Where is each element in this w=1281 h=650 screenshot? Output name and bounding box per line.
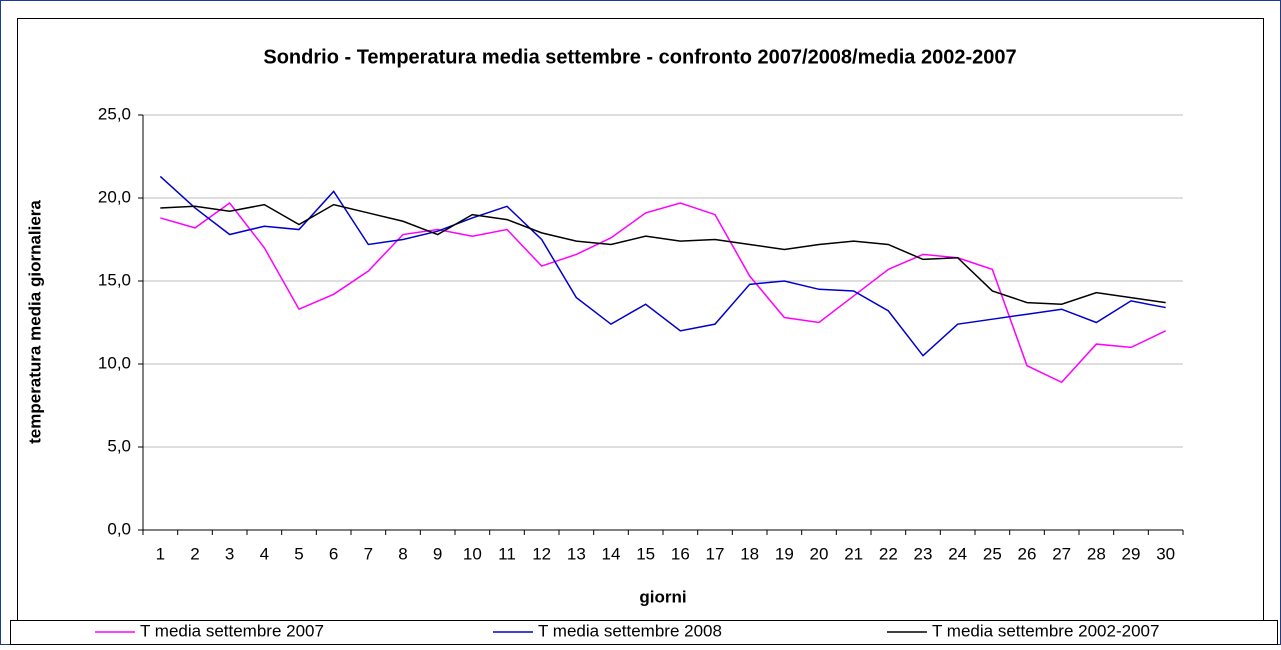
x-tick-label: 16 <box>671 544 690 563</box>
x-tick-label: 17 <box>706 544 725 563</box>
y-tick-label: 20,0 <box>98 187 131 206</box>
x-axis-label: giorni <box>639 587 686 606</box>
chart-area <box>17 18 1264 621</box>
x-tick-label: 18 <box>740 544 759 563</box>
legend-label: T media settembre 2002-2007 <box>932 621 1159 640</box>
x-tick-label: 5 <box>294 544 303 563</box>
x-tick-label: 4 <box>260 544 269 563</box>
x-tick-label: 25 <box>983 544 1002 563</box>
x-tick-label: 26 <box>1018 544 1037 563</box>
x-tick-label: 7 <box>364 544 373 563</box>
x-tick-label: 29 <box>1122 544 1141 563</box>
y-tick-label: 25,0 <box>98 104 131 123</box>
y-tick-label: 5,0 <box>107 436 131 455</box>
x-tick-label: 14 <box>602 544 621 563</box>
line <box>160 203 1166 305</box>
y-axis-label: temperatura media giornaliera <box>25 200 44 444</box>
x-tick-label: 30 <box>1156 544 1175 563</box>
chart-title: Sondrio - Temperatura media settembre - … <box>263 46 1016 68</box>
y-tick-label: 0,0 <box>107 519 131 538</box>
legend <box>10 620 1278 645</box>
x-tick-label: 12 <box>532 544 551 563</box>
legend-label: T media settembre 2007 <box>140 621 324 640</box>
x-tick-label: 6 <box>329 544 338 563</box>
x-tick-label: 21 <box>844 544 863 563</box>
x-tick-label: 15 <box>636 544 655 563</box>
x-tick-label: 19 <box>775 544 794 563</box>
y-tick-label: 10,0 <box>98 353 131 372</box>
x-tick-label: 8 <box>398 544 407 563</box>
x-tick-label: 24 <box>948 544 967 563</box>
x-tick-label: 1 <box>156 544 165 563</box>
x-tick-label: 11 <box>498 544 516 563</box>
x-tick-label: 9 <box>433 544 442 563</box>
x-tick-label: 27 <box>1052 544 1071 563</box>
legend-label: T media settembre 2008 <box>538 621 722 640</box>
line <box>160 201 1166 384</box>
x-tick-label: 20 <box>810 544 829 563</box>
x-tick-label: 2 <box>190 544 199 563</box>
line <box>159 175 1166 357</box>
x-tick-label: 3 <box>225 544 234 563</box>
x-tick-label: 23 <box>914 544 933 563</box>
x-tick-label: 28 <box>1087 544 1106 563</box>
x-tick-label: 13 <box>567 544 586 563</box>
x-tick-label: 10 <box>463 544 482 563</box>
y-tick-label: 15,0 <box>98 270 131 289</box>
x-tick-label: 22 <box>879 544 898 563</box>
